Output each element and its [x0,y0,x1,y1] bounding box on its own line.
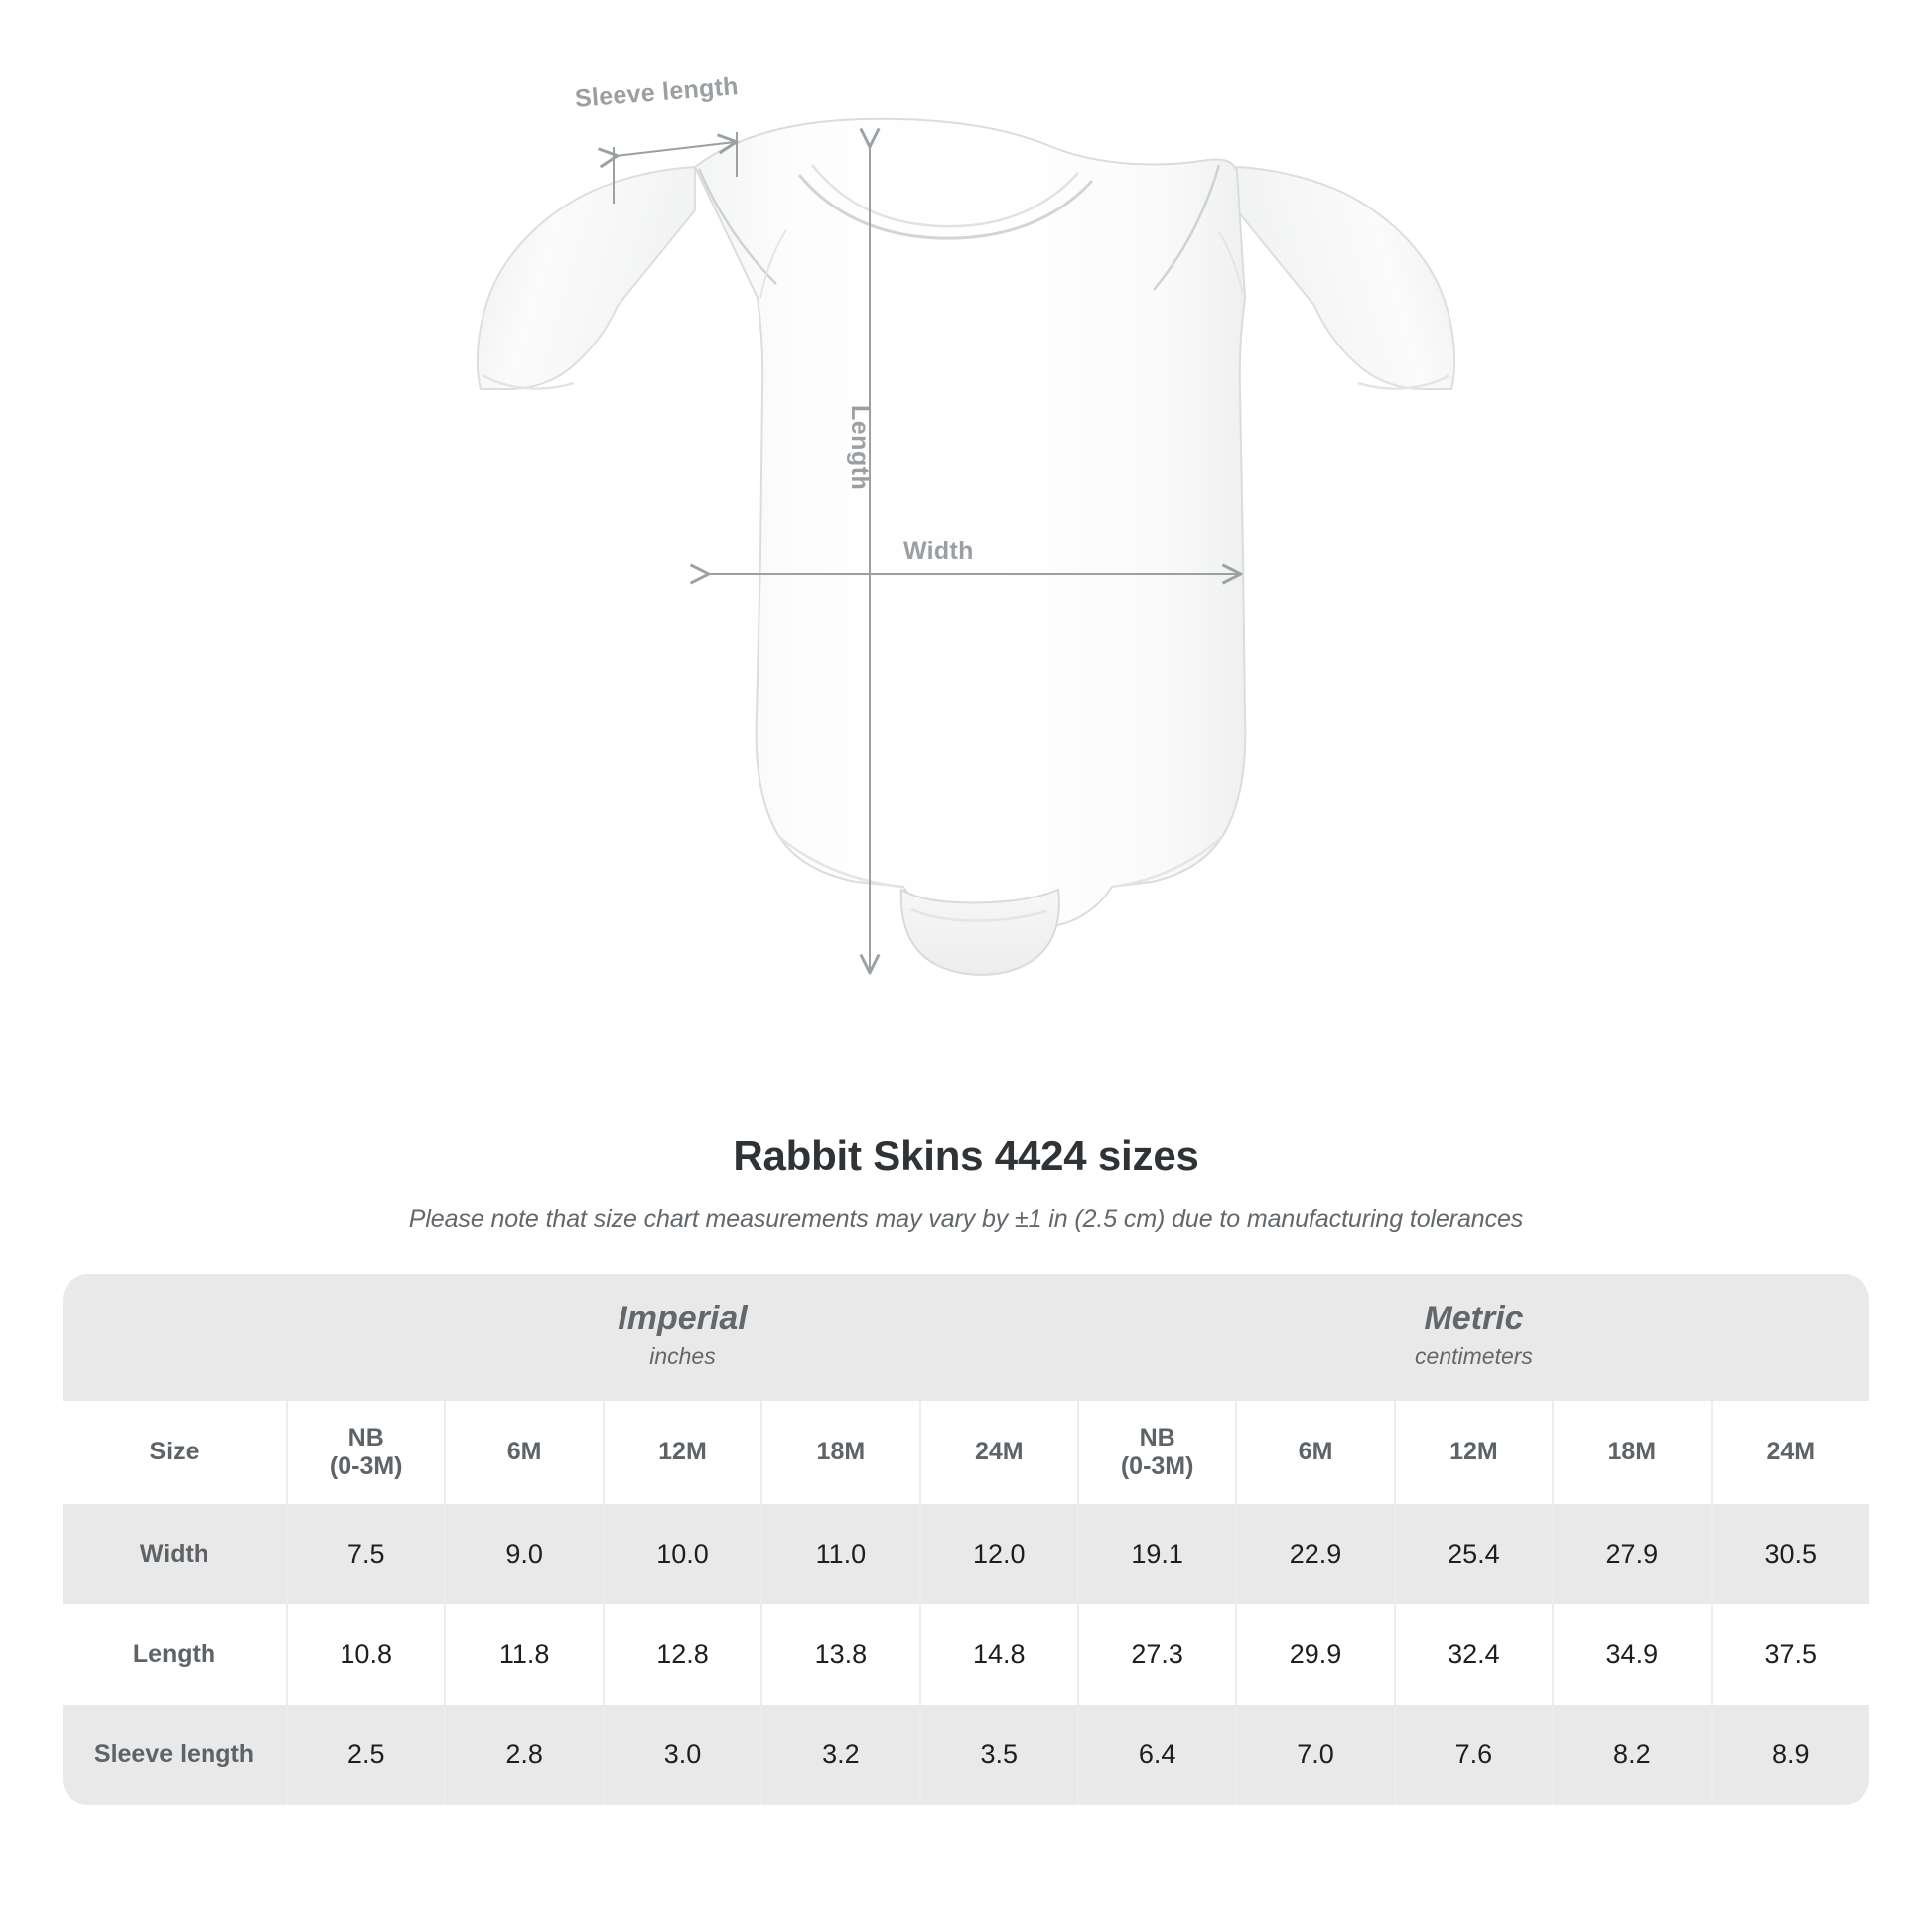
cell-value: 11.8 [444,1604,604,1705]
left-leg-hem [777,835,902,889]
cell-value: 14.8 [918,1604,1078,1705]
size-header-cell-0: NB (0-3M) [285,1401,446,1504]
size-header-cell-7: 12M [1393,1401,1554,1504]
cell-value: 30.5 [1710,1504,1869,1604]
size-header-row: Size NB (0-3M) 6M 12M 18M 24M NB (0-3M) … [63,1401,1869,1504]
cell-value: 13.8 [760,1604,920,1705]
right-sleeve-hem [1357,373,1450,390]
cell-value: 2.8 [444,1705,604,1805]
left-sleeve [476,165,696,390]
unit-group-imperial-name: Imperial [618,1300,748,1338]
cell-value: 27.3 [1076,1604,1237,1705]
unit-group-metric-name: Metric [1424,1300,1524,1338]
cell-value: 2.5 [285,1705,446,1805]
page-subtitle: Please note that size chart measurements… [408,1205,1524,1233]
table-row: Length 10.8 11.8 12.8 13.8 14.8 27.3 29.… [63,1604,1869,1705]
size-header-cell-8: 18M [1552,1401,1712,1504]
cell-value: 7.6 [1393,1705,1554,1805]
table-row: Sleeve length 2.5 2.8 3.0 3.2 3.5 6.4 7.… [63,1705,1869,1805]
cell-value: 22.9 [1235,1504,1395,1604]
cell-value: 6.4 [1076,1705,1237,1805]
size-header-cell-9: 24M [1710,1401,1869,1504]
cell-value: 7.5 [285,1504,446,1604]
crotch-snap-seam [910,907,1047,922]
left-sleeve-hem [482,373,575,390]
row-label: Sleeve length [63,1705,287,1805]
size-header-line2: (0-3M) [329,1452,403,1480]
size-header-cell-2: 12M [602,1401,762,1504]
cell-value: 9.0 [444,1504,604,1604]
right-leg-hem [1111,835,1224,889]
size-header-label: Size [63,1401,287,1504]
title-block: Rabbit Skins 4424 sizes Please note that… [0,1132,1932,1234]
size-header-cell-1: 6M [444,1401,604,1504]
size-header-line1: NB [347,1423,384,1451]
size-header-cell-5: NB (0-3M) [1076,1401,1237,1504]
cell-value: 10.8 [285,1604,446,1705]
row-label: Width [63,1504,287,1604]
size-header-cell-6: 6M [1235,1401,1395,1504]
cell-value: 34.9 [1552,1604,1712,1705]
size-chart-table-wrapper: Imperial inches Metric centimeters Size … [63,1274,1869,1805]
cell-value: 27.9 [1552,1504,1712,1604]
cell-value: 12.8 [602,1604,762,1705]
unit-group-metric-sub: centimeters [1415,1343,1533,1370]
cell-value: 8.9 [1710,1705,1869,1805]
right-armhole-seam [1218,231,1244,295]
page-title: Rabbit Skins 4424 sizes [733,1132,1199,1178]
table-row: Width 7.5 9.0 10.0 11.0 12.0 19.1 22.9 2… [63,1504,1869,1604]
length-label: Length [846,405,874,491]
size-header-line2: (0-3M) [1120,1452,1194,1480]
row-label: Length [63,1604,287,1705]
unit-group-metric: Metric centimeters [1077,1274,1869,1401]
cell-value: 29.9 [1235,1604,1395,1705]
cell-value: 19.1 [1076,1504,1237,1604]
garment-diagram: Sleeve length Length Width [476,72,1456,976]
right-sleeve [1236,165,1456,390]
bodysuit-body [693,117,1247,932]
left-shoulder-seam [697,168,777,285]
cell-value: 8.2 [1552,1705,1712,1805]
cell-value: 37.5 [1710,1604,1869,1705]
unit-group-row: Imperial inches Metric centimeters [63,1274,1869,1401]
neckline-inner [811,164,1079,228]
cell-value: 32.4 [1393,1604,1554,1705]
cell-value: 11.0 [760,1504,920,1604]
cell-value: 7.0 [1235,1705,1395,1805]
cell-value: 12.0 [918,1504,1078,1604]
cell-value: 3.5 [918,1705,1078,1805]
unit-group-imperial-sub: inches [649,1343,716,1370]
unit-group-imperial: Imperial inches [287,1274,1078,1401]
size-header-line1: NB [1139,1423,1175,1451]
right-shoulder-seam [1153,164,1221,291]
width-label: Width [903,537,974,565]
cell-value: 25.4 [1393,1504,1554,1604]
bodysuit-illustration [476,117,1456,976]
neckline-outer [797,174,1094,240]
size-header-cell-4: 24M [918,1401,1078,1504]
size-chart-table: Imperial inches Metric centimeters Size … [63,1274,1869,1805]
sleeve-length-arrow [616,142,735,156]
cell-value: 3.2 [760,1705,920,1805]
size-header-cell-3: 18M [760,1401,920,1504]
cell-value: 3.0 [602,1705,762,1805]
cell-value: 10.0 [602,1504,762,1604]
left-armhole-seam [759,229,787,299]
unit-group-spacer [63,1274,287,1401]
crotch-snap-flap [899,888,1060,976]
